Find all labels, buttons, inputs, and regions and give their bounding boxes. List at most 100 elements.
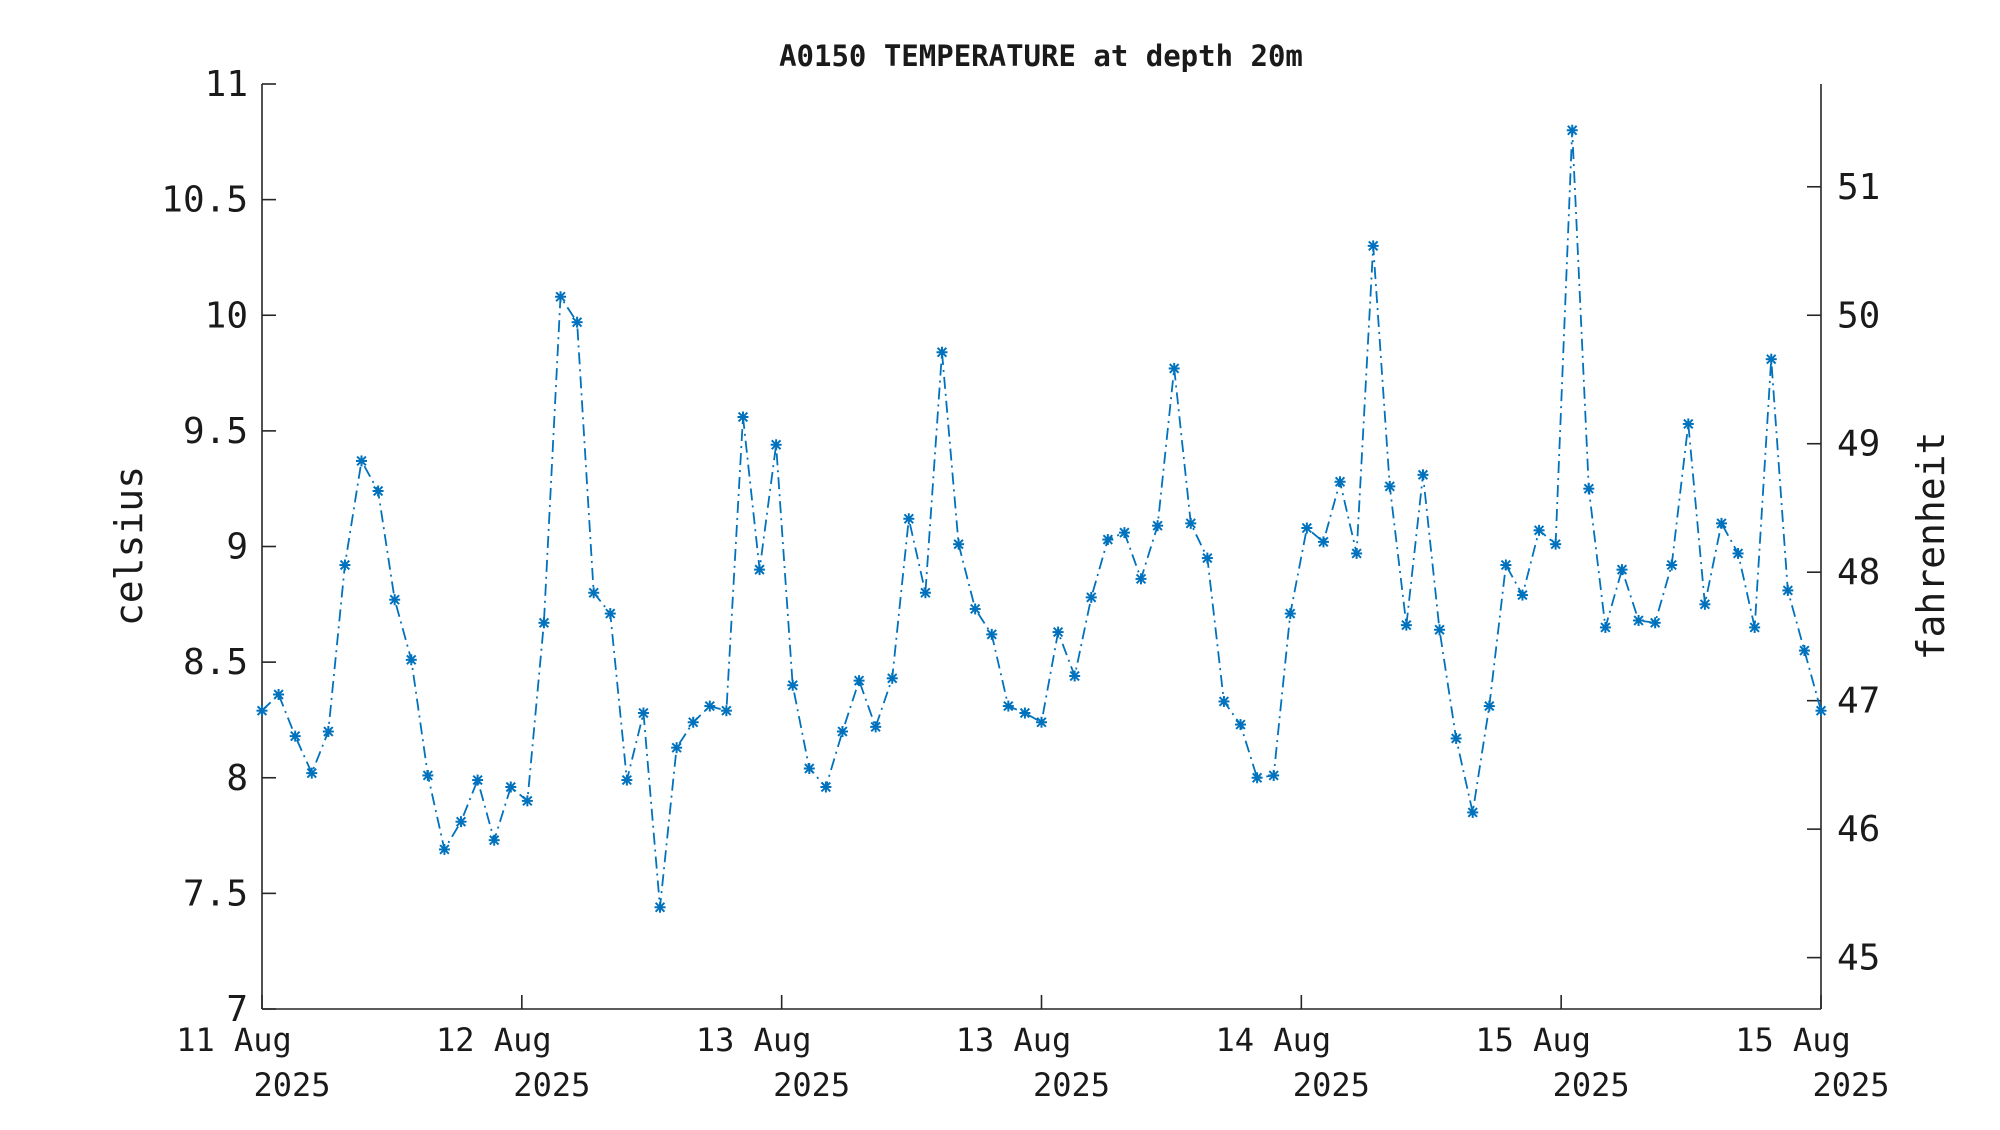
data-point [687,716,699,728]
data-point [1152,520,1164,532]
y-tick-label: 9 [226,527,248,568]
data-point [1118,527,1130,539]
x-tick-day-label: 13 Aug [696,1021,812,1059]
x-tick-year-label: 2025 [1812,1066,1889,1104]
data-point [1483,700,1495,712]
data-point [1765,353,1777,365]
data-point [1367,240,1379,252]
y-tick-label: 10 [205,295,248,336]
data-point [1798,645,1810,657]
data-point [1185,517,1197,529]
data-point [1400,619,1412,631]
data-point [1268,769,1280,781]
y2-tick-label: 51 [1837,167,1880,208]
data-point [1301,522,1313,534]
x-tick-day-label: 15 Aug [1475,1021,1591,1059]
y2-tick-label: 49 [1837,424,1880,465]
data-point [654,901,666,913]
data-point [1317,536,1329,548]
data-point [1682,418,1694,430]
y-tick-label: 11 [205,64,248,105]
data-point [1500,559,1512,571]
data-point [986,628,998,640]
data-point [538,617,550,629]
data-point [1616,564,1628,576]
data-point [256,705,268,717]
data-point [737,411,749,423]
data-point [886,672,898,684]
data-point [1168,362,1180,374]
data-point [1052,626,1064,638]
data-point [521,795,533,807]
data-point [621,774,633,786]
data-point [1633,615,1645,626]
data-point [372,485,384,497]
data-point [820,781,832,793]
data-point [1251,772,1263,784]
data-point [1351,547,1363,559]
data-point [770,439,782,451]
x-tick-year-label: 2025 [1553,1066,1630,1104]
y2-axis-label: fahrenheit [1909,432,1953,661]
data-point [289,730,301,742]
data-point [1002,700,1014,712]
data-point [1715,517,1727,529]
data-point [1334,476,1346,488]
data-point [389,594,401,606]
left-y-ticks: 7 7.5 8 8.5 9 9.5 10 10.5 11 [161,64,276,1030]
data-point [1235,719,1247,731]
data-point [803,763,815,774]
data-point [936,346,948,358]
x-tick-day-label: 13 Aug [956,1021,1072,1059]
data-point [836,726,848,737]
data-point [671,742,683,754]
data-point [1699,598,1711,610]
data-point [1135,573,1147,585]
data-point [438,843,450,855]
y-tick-label: 7 [226,989,248,1030]
data-point [505,781,517,793]
data-point [1069,670,1081,682]
data-point [953,538,965,550]
series-markers [256,124,1827,913]
y2-tick-label: 48 [1837,552,1880,593]
data-point [787,679,799,691]
x-tick-day-label: 12 Aug [436,1021,552,1059]
data-point [1599,621,1611,633]
data-point [455,816,467,828]
data-point [1749,621,1761,633]
data-point [870,721,882,733]
data-point [1533,524,1545,536]
series-line [261,130,1822,908]
data-point [1284,608,1296,620]
data-point [555,291,567,303]
x-tick-year-label: 2025 [1033,1066,1110,1104]
y-tick-label: 10.5 [161,180,248,221]
data-point [1085,591,1097,603]
data-point [1036,716,1047,728]
y-tick-label: 9.5 [183,411,248,452]
data-point [1417,469,1429,481]
series-layer [256,124,1827,913]
y-tick-label: 8 [226,758,248,799]
axes-frame [261,84,1822,1010]
x-tick-year-label: 2025 [1293,1066,1370,1104]
data-point [1649,617,1661,629]
x-tick-year-label: 2025 [773,1066,850,1104]
y2-tick-label: 45 [1837,938,1880,979]
data-point [1666,559,1678,571]
data-point [322,726,334,737]
y-tick-label: 8.5 [183,642,248,683]
data-point [273,689,285,700]
data-point [1450,732,1462,744]
x-tick-day-label: 15 Aug [1735,1021,1851,1059]
data-point [604,608,616,620]
data-point [405,654,417,666]
data-point [903,513,915,525]
data-point [472,774,484,786]
data-point [1516,589,1528,601]
data-point [1782,584,1794,596]
data-point [704,700,716,712]
x-ticks: 11 Aug 2025 12 Aug 2025 13 Aug 2025 13 Aug 2025… [176,995,1890,1104]
right-y-ticks: 45 46 47 48 49 50 51 [1807,167,1880,979]
